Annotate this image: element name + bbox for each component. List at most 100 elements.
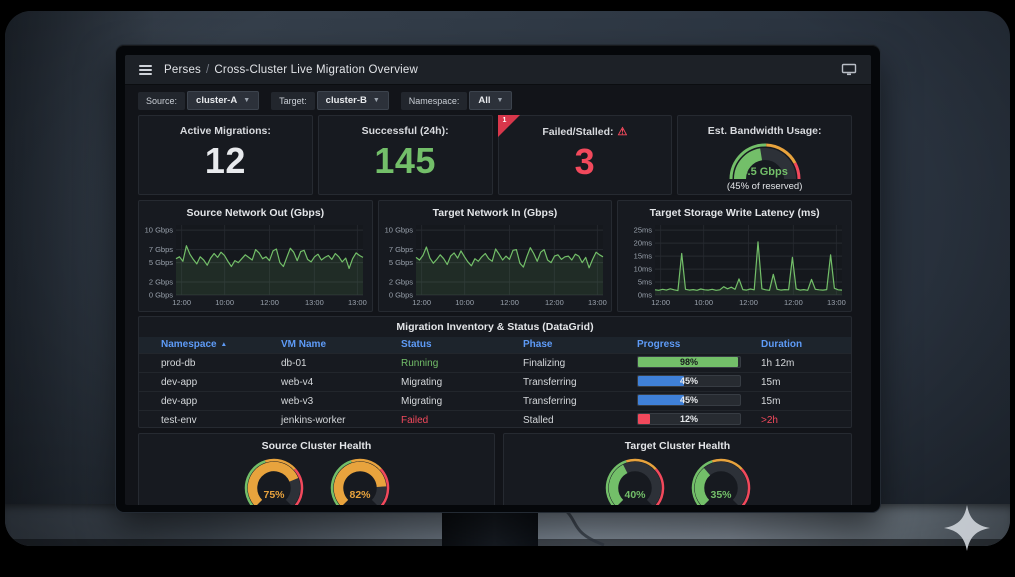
column-header-duration[interactable]: Duration [761,339,803,350]
chevron-down-icon: ▼ [243,97,251,104]
alert-count-badge: 1 [502,117,507,124]
gauge-group: 75% 82% [139,457,494,505]
svg-text:5 Gbps: 5 Gbps [388,258,412,267]
health-gauge: 82% [330,458,389,505]
panel-bandwidth-usage: Est. Bandwidth Usage: 4.5 Gbps (45% of r… [677,115,852,195]
svg-text:13:00: 13:00 [588,298,607,307]
chart-title: Target Network In (Gbps) [432,207,558,219]
progress-label: 98% [679,357,698,367]
svg-text:12:00: 12:00 [545,298,564,307]
chart-canvas: 12:00 10:00 12:00 12:00 13:00 25ms 20ms 15ms 10m… [634,225,846,307]
stat-title: Failed/Stalled: ⚠ [542,126,628,138]
panel-target-cluster-health: Target Cluster Health 40% 35% [503,433,852,505]
menu-icon[interactable] [139,64,152,75]
svg-text:12:00: 12:00 [652,298,671,307]
health-row: Source Cluster Health 75% 82% Target Clus… [138,433,852,505]
display-icon[interactable] [841,63,857,76]
dashboard-screen: Perses / Cross-Cluster Live Migration Over… [125,55,871,505]
gauge-value-label: 40% [624,489,646,501]
progress-fill [638,395,684,405]
column-header-phase[interactable]: Phase [523,339,553,350]
column-header-vm-name[interactable]: VM Name [281,339,327,350]
health-title: Source Cluster Health [261,440,372,452]
series-line [655,241,843,292]
svg-text:0ms: 0ms [638,291,652,300]
bandwidth-sublabel: (45% of reserved) [726,181,803,192]
table-row[interactable]: dev-app web-v4 Migrating Transferring 45% 15m [139,372,851,391]
health-gauge: 75% [244,458,303,505]
svg-text:20ms: 20ms [634,239,653,248]
table-row[interactable]: test-env jenkins-worker Failed Stalled 12% >2… [139,410,851,429]
gauge-canvas [729,143,801,180]
cell-duration: >2h [761,415,778,426]
source-filter-select[interactable]: cluster-A ▼ [187,91,260,110]
cell-progress: 98% [624,354,748,373]
chart-canvas: 12:00 10:00 12:00 13:00 13:00 10 Gbps 7 Gbps 5 … [145,225,367,307]
table-title: Migration Inventory & Status (DataGrid) [396,321,594,333]
target-filter-label: Target: [271,91,315,110]
line-chart: 12:00 10:00 12:00 12:00 13:00 10 Gbps 7 Gbps 5 … [382,221,609,308]
table-header-row: Namespace ▲ VM Name Status Phase Progress Dura… [139,337,851,353]
stat-value: 12 [204,140,246,181]
health-gauge: 35% [691,458,750,505]
gauge-group: 40% 35% [504,457,851,505]
filter-namespace: Namespace: All ▼ [400,91,513,110]
health-gauge: 40% [605,458,664,505]
svg-text:12:00: 12:00 [739,298,758,307]
line-chart: 12:00 10:00 12:00 13:00 13:00 10 Gbps 7 Gbps 5 … [142,221,369,308]
cell-status: Running [401,358,439,369]
cell-namespace: test-env [161,415,197,426]
chart-title: Source Network Out (Gbps) [186,207,325,219]
progress-bar: 12% [637,413,741,425]
table-row[interactable]: prod-db db-01 Running Finalizing 98% 1h 12m [139,353,851,372]
filter-source: Source: cluster-A ▼ [138,91,260,110]
cell-vm-name: jenkins-worker [281,415,346,426]
source-filter-label: Source: [138,91,186,110]
stat-title: Active Migrations: [179,125,271,137]
svg-text:7 Gbps: 7 Gbps [149,245,173,254]
alert-ribbon [497,115,520,137]
svg-text:10ms: 10ms [634,265,653,274]
cell-status: Migrating [401,396,443,407]
filter-bar: Source: cluster-A ▼ Target: cluster-B ▼ Na… [138,91,513,110]
svg-text:12:00: 12:00 [172,298,191,307]
panel-source-network-out: Source Network Out (Gbps) 12:00 10:00 12:0… [138,200,373,312]
cell-vm-name: db-01 [281,358,307,369]
stat-value: 3 [574,141,596,182]
svg-text:25ms: 25ms [634,226,653,235]
stats-row: Active Migrations: 12 Successful (24h): … [138,115,852,195]
svg-text:13:00: 13:00 [827,298,846,307]
gauge-value-label: 82% [349,489,371,501]
table-row[interactable]: dev-app web-v3 Migrating Transferring 45% 15m [139,391,851,410]
chevron-down-icon: ▼ [372,97,380,104]
progress-fill [638,414,651,424]
svg-text:12:00: 12:00 [260,298,279,307]
svg-text:10:00: 10:00 [695,298,714,307]
svg-text:12:00: 12:00 [500,298,519,307]
column-header-status[interactable]: Status [401,339,432,350]
progress-fill [638,357,738,367]
warning-triangle-icon: ⚠ [617,126,628,138]
table-body: prod-db db-01 Running Finalizing 98% 1h 12m de… [139,353,851,429]
app-header: Perses / Cross-Cluster Live Migration Over… [125,55,871,85]
breadcrumb: Perses / Cross-Cluster Live Migration Over… [164,64,418,76]
panel-target-storage-latency: Target Storage Write Latency (ms) 12:00 1… [617,200,852,312]
namespace-filter-select[interactable]: All ▼ [469,91,513,110]
sparkle-icon [944,505,990,551]
column-header-namespace[interactable]: Namespace ▲ [161,339,228,350]
panel-migration-inventory: Migration Inventory & Status (DataGrid) … [138,316,852,428]
cell-namespace: prod-db [161,358,196,369]
breadcrumb-app[interactable]: Perses [164,63,201,76]
target-filter-select[interactable]: cluster-B ▼ [316,91,389,110]
stat-value: 145 [374,140,436,181]
namespace-filter-label: Namespace: [400,91,468,110]
gauge-value-label: 75% [263,489,285,501]
column-header-progress[interactable]: Progress [637,339,681,350]
svg-text:0 Gbps: 0 Gbps [149,291,173,300]
svg-text:5 Gbps: 5 Gbps [149,258,173,267]
progress-bar: 45% [637,394,741,406]
svg-text:2 Gbps: 2 Gbps [388,278,412,287]
cell-vm-name: web-v3 [281,396,314,407]
stat-title: Est. Bandwidth Usage: [707,125,822,137]
cell-phase: Finalizing [523,358,566,369]
